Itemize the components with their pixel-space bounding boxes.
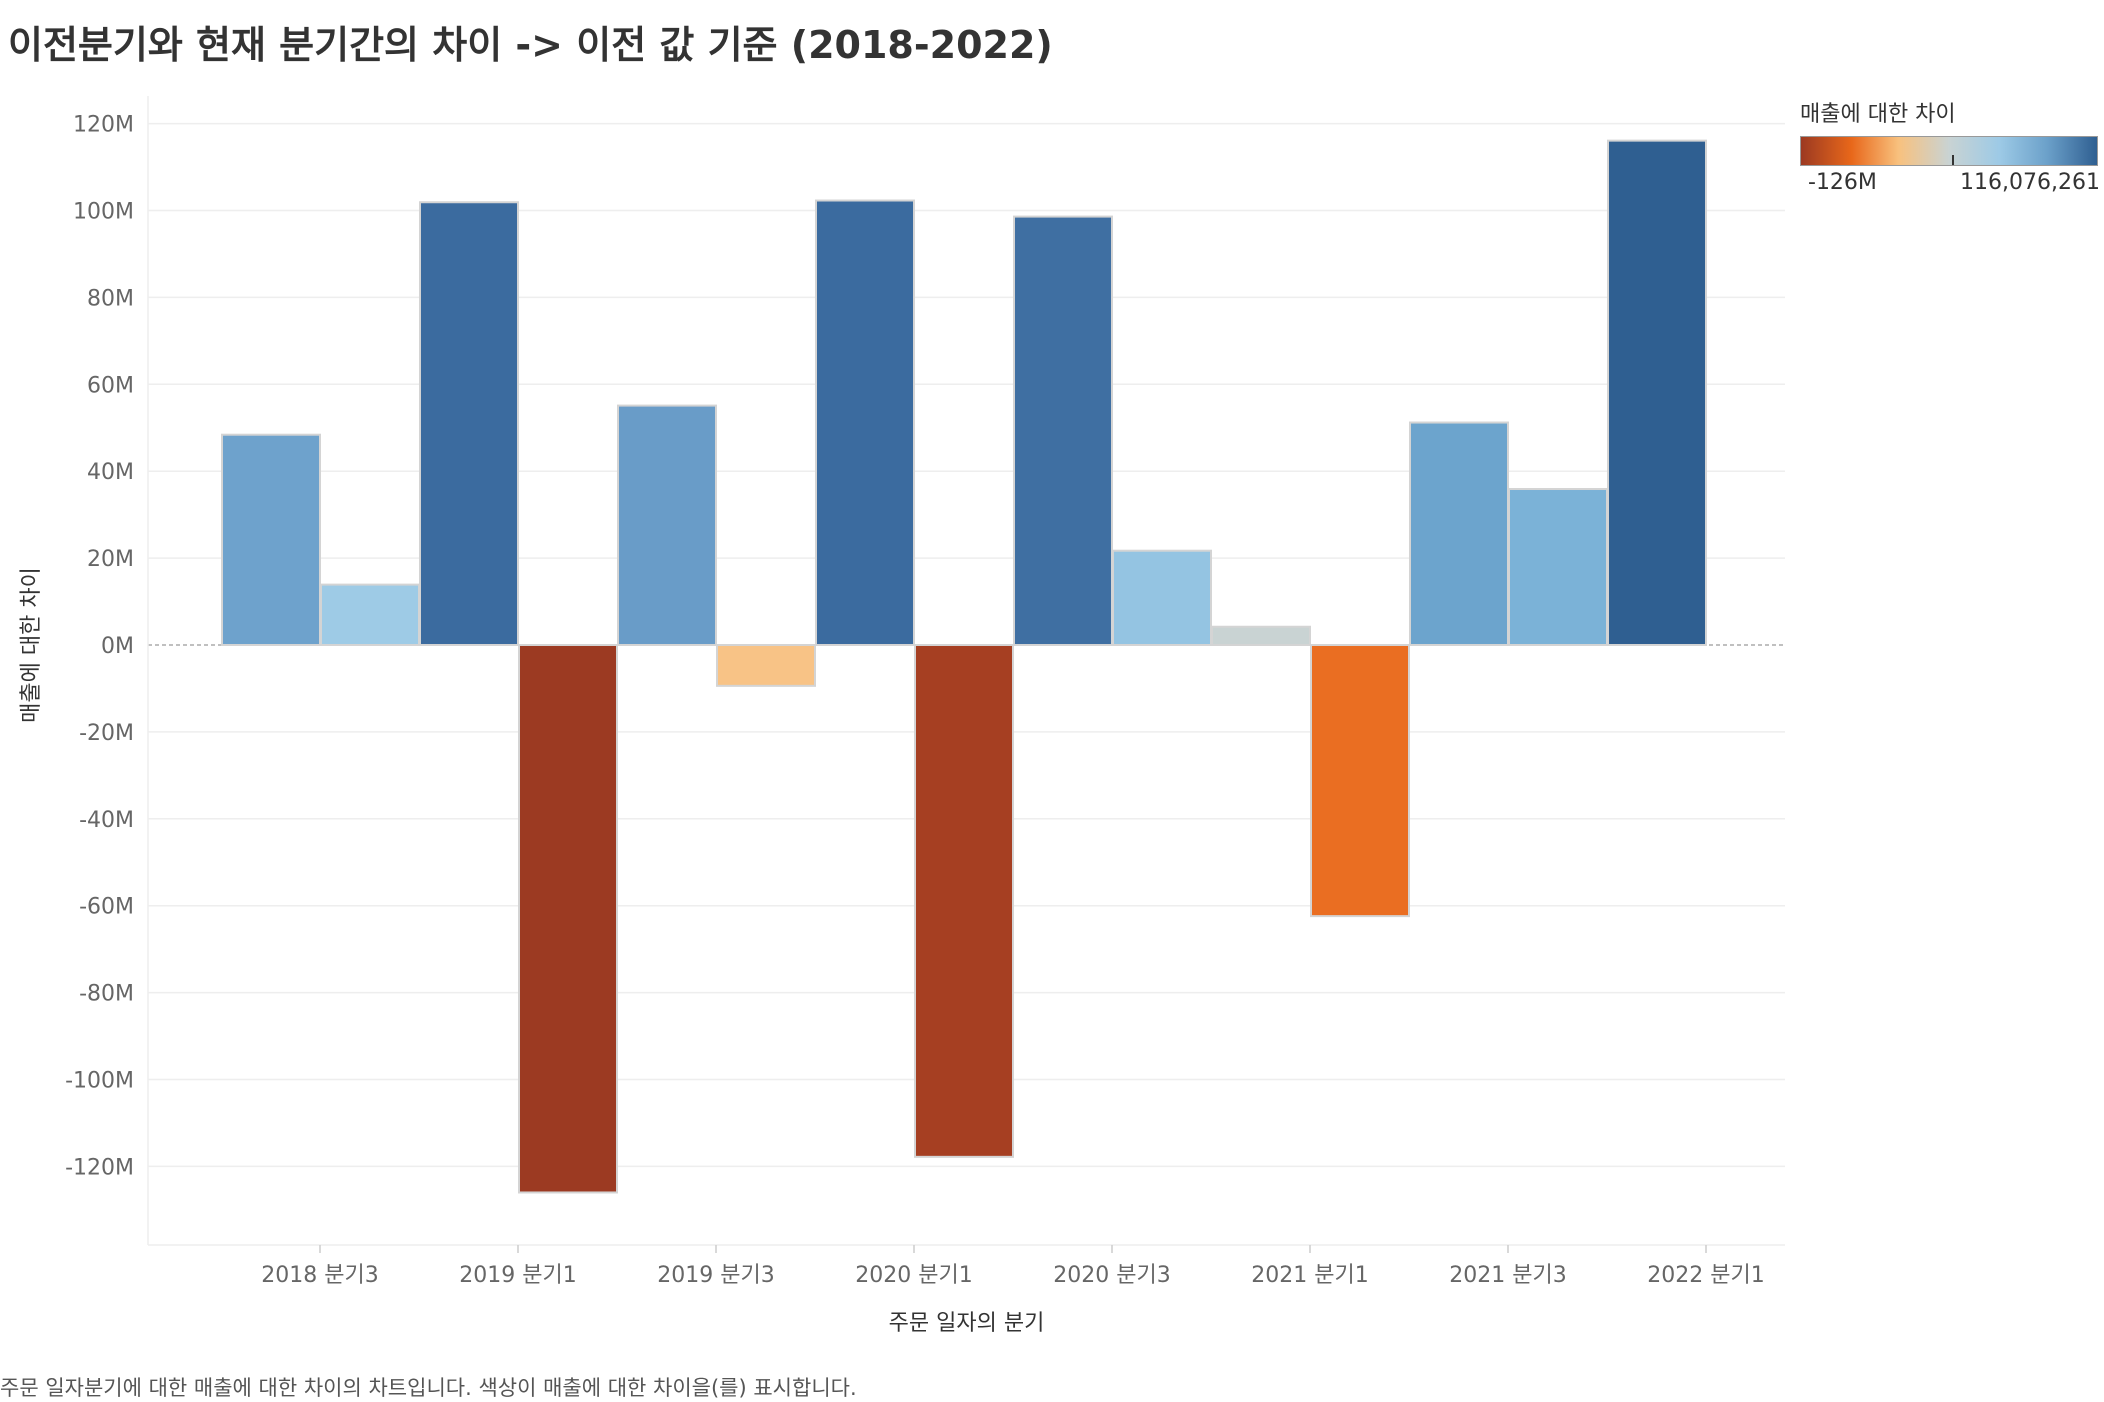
y-tick-label: -20M: [79, 721, 134, 746]
legend-min-label: -126M: [1808, 170, 1877, 195]
y-tick-label: 100M: [73, 200, 134, 225]
y-tick-label: -120M: [65, 1155, 134, 1180]
bar: [320, 583, 420, 646]
x-tick-label: 2020 분기3: [1053, 1263, 1170, 1288]
x-tick-label: 2018 분기3: [261, 1263, 378, 1288]
x-tick-label: 2021 분기1: [1251, 1263, 1368, 1288]
bar: [1508, 488, 1608, 646]
legend-gradient-bar: [1800, 136, 2098, 166]
y-tick-label: 60M: [87, 373, 134, 398]
bar: [716, 644, 816, 687]
bar: [1409, 421, 1509, 647]
bars: [221, 139, 1707, 1194]
y-axis-ticks: 120M 100M 80M 60M 40M 20M 0M -20M -40M -60M -80M -1…: [65, 113, 134, 1181]
bar: [518, 644, 618, 1194]
legend-max-label: 116,076,261: [1960, 170, 2100, 195]
x-tick-label: 2019 분기1: [459, 1263, 576, 1288]
x-tick-label: 2022 분기1: [1647, 1263, 1764, 1288]
bar: [1211, 625, 1311, 646]
bar: [221, 433, 321, 646]
bar: [914, 644, 1014, 1158]
bar: [815, 199, 915, 646]
x-tick-label: 2021 분기3: [1449, 1263, 1566, 1288]
legend-zero-tick: [1952, 155, 1954, 165]
color-legend: 매출에 대한 차이 -126M 116,076,261: [1800, 96, 2100, 195]
y-tick-label: 20M: [87, 547, 134, 572]
y-tick-label: -40M: [79, 808, 134, 833]
y-tick-label: -60M: [79, 895, 134, 920]
chart-caption: 주문 일자분기에 대한 매출에 대한 차이의 차트입니다. 색상이 매출에 대한…: [0, 1376, 857, 1400]
x-axis-ticks: 2018 분기3 2019 분기1 2019 분기3 2020 분기1 2020 분기3…: [261, 1245, 1765, 1288]
y-tick-label: 80M: [87, 286, 134, 311]
bar: [1310, 644, 1410, 918]
x-tick-label: 2019 분기3: [657, 1263, 774, 1288]
y-tick-label: 40M: [87, 460, 134, 485]
y-tick-label: 0M: [101, 634, 134, 659]
chart-title: 이전분기와 현재 분기간의 차이 -> 이전 값 기준 (2018-2022): [8, 23, 1053, 67]
bar: [419, 201, 519, 646]
bar: [1013, 215, 1113, 646]
bar-chart: 120M 100M 80M 60M 40M 20M 0M -20M -40M -60M -80M -1…: [19, 96, 1785, 1336]
bar: [617, 404, 717, 647]
y-tick-label: -100M: [65, 1069, 134, 1094]
bar: [1607, 139, 1707, 647]
legend-title: 매출에 대한 차이: [1800, 102, 1956, 127]
bar: [1112, 549, 1212, 646]
x-tick-label: 2020 분기1: [855, 1263, 972, 1288]
x-axis-title: 주문 일자의 분기: [889, 1311, 1045, 1336]
y-tick-label: -80M: [79, 982, 134, 1007]
y-axis-title: 매출에 대한 차이: [19, 567, 44, 723]
y-tick-label: 120M: [73, 113, 134, 138]
